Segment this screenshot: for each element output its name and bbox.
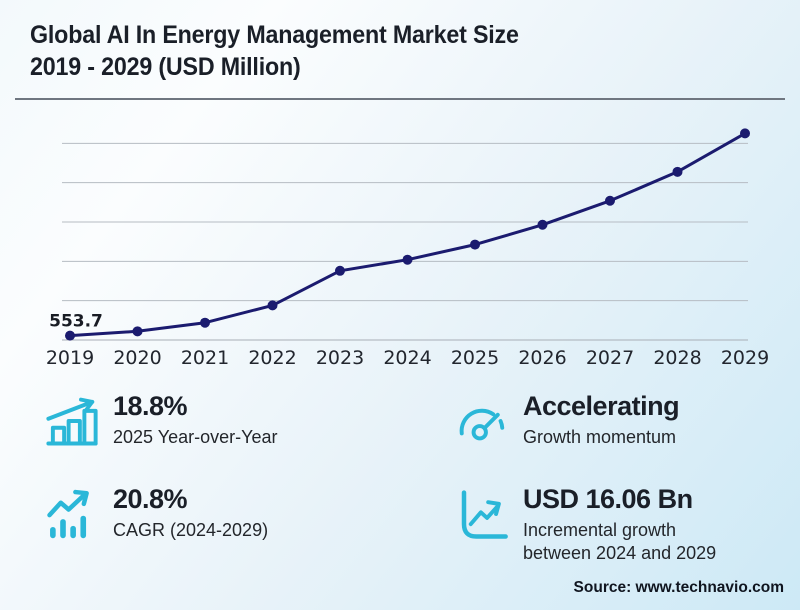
x-axis-label: 2029 bbox=[721, 347, 769, 369]
stat-momentum: Accelerating Growth momentum bbox=[455, 392, 790, 450]
stat-text: 20.8% CAGR (2024-2029) bbox=[113, 483, 269, 543]
data-point-label: 553.7 bbox=[49, 312, 103, 332]
chart-axes-growth-icon bbox=[455, 487, 509, 541]
stat-label: Growth momentum bbox=[523, 427, 677, 448]
stat-value: USD 16.06 Bn bbox=[523, 483, 693, 514]
bar-chart-growth-icon bbox=[45, 394, 99, 448]
x-axis-label: 2028 bbox=[653, 347, 701, 369]
stat-value: Accelerating bbox=[523, 391, 680, 421]
stat-yoy-growth: 18.8% 2025 Year-over-Year bbox=[45, 392, 421, 450]
title-line-2: 2019 - 2029 (USD Million) bbox=[30, 52, 301, 81]
data-point bbox=[402, 254, 413, 265]
stat-label: Incremental growth between 2024 and 2029 bbox=[523, 520, 717, 564]
x-axis-label: 2020 bbox=[113, 347, 161, 369]
x-axis-label: 2024 bbox=[383, 347, 431, 369]
source-credit: Source: www.technavio.com bbox=[573, 579, 784, 596]
stat-incremental-growth: USD 16.06 Bn Incremental growth between … bbox=[455, 483, 790, 566]
x-axis-label: 2021 bbox=[181, 347, 229, 369]
x-axis-label: 2019 bbox=[46, 347, 94, 369]
data-point bbox=[740, 128, 750, 139]
data-point bbox=[267, 300, 278, 311]
stat-text: 18.8% 2025 Year-over-Year bbox=[113, 392, 277, 450]
stats-grid: 18.8% 2025 Year-over-Year Accelerating G… bbox=[45, 392, 790, 566]
x-axis-label: 2023 bbox=[316, 347, 364, 369]
trend-line bbox=[69, 132, 746, 338]
x-axis-label: 2025 bbox=[451, 347, 499, 369]
x-axis-label: 2027 bbox=[586, 347, 634, 369]
stat-value: 18.8% bbox=[113, 391, 188, 421]
trending-up-bars-icon bbox=[45, 487, 99, 541]
stat-label: 2025 Year-over-Year bbox=[113, 427, 278, 448]
data-point bbox=[537, 219, 548, 230]
x-axis-label: 2026 bbox=[518, 347, 566, 369]
stat-value: 20.8% bbox=[113, 483, 188, 514]
data-point bbox=[200, 317, 210, 328]
stat-text: USD 16.06 Bn Incremental growth between … bbox=[523, 483, 735, 566]
data-point bbox=[470, 239, 480, 250]
stat-text: Accelerating Growth momentum bbox=[523, 391, 680, 450]
page-title: Global AI In Energy Management Market Si… bbox=[30, 20, 737, 83]
data-point bbox=[65, 330, 75, 341]
data-point bbox=[335, 265, 345, 276]
data-point bbox=[605, 195, 615, 206]
title-line-1: Global AI In Energy Management Market Si… bbox=[30, 21, 519, 49]
title-divider bbox=[15, 98, 785, 100]
data-point bbox=[132, 326, 143, 337]
x-axis-label: 2022 bbox=[248, 347, 296, 369]
data-point bbox=[672, 166, 683, 177]
stat-cagr: 20.8% CAGR (2024-2029) bbox=[45, 483, 421, 566]
gauge-icon bbox=[455, 394, 509, 448]
stat-label: CAGR (2024-2029) bbox=[113, 520, 269, 541]
